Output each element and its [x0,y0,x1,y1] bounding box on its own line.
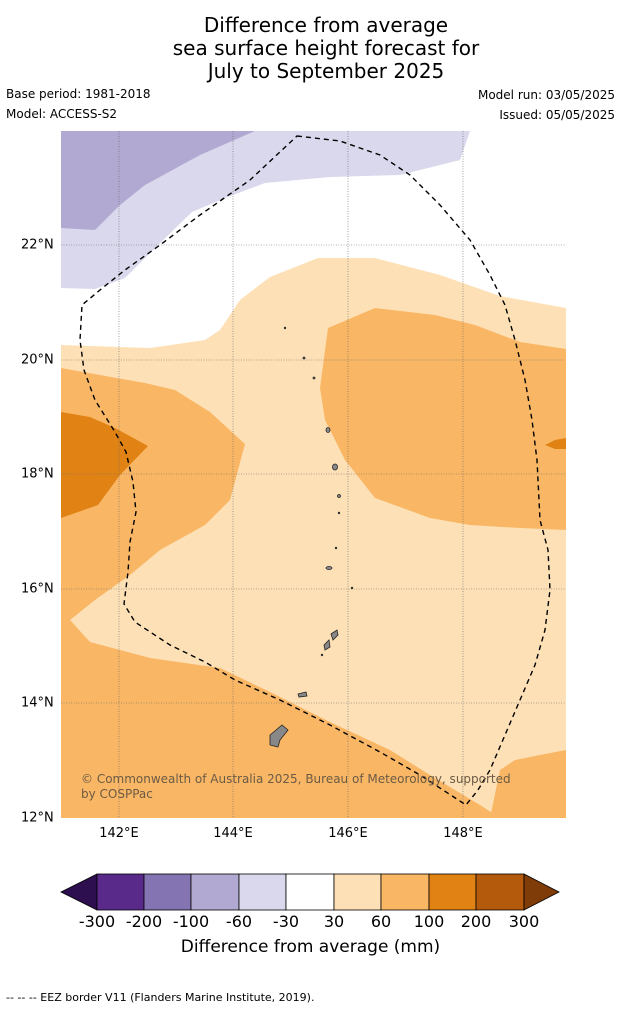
colorbar-swatch-3 [190,873,240,911]
contour-100-200-east [545,438,566,449]
island-small-2 [337,511,341,515]
base-period: Base period: 1981-2018 [6,87,151,101]
colorbar-swatch-2 [143,873,192,911]
colorbar-label: -300 [78,912,116,931]
x-tick-144e: 144°E [213,826,253,841]
contour-100-200-west [61,412,148,518]
colorbar-label: 200 [460,912,492,931]
y-tick-12n: 12°N [21,810,54,826]
colorbar-swatch-7 [380,873,430,911]
colorbar-label: 60 [370,912,392,931]
model-run: Model run: 03/05/2025 [477,88,615,102]
contour-60-100-southeast [490,750,566,818]
island-anatahan [325,566,333,570]
chart-title: Difference from average sea surface heig… [0,14,621,83]
island-guam [269,724,289,748]
y-tick-18n: 18°N [21,466,54,482]
title-line-1: Difference from average [203,13,449,37]
eez-legend-note: -- -- -- EEZ border V11 (Flanders Marine… [6,991,315,1004]
island-small-1 [334,546,338,550]
issued-date: Issued: 05/05/2025 [499,108,615,122]
y-tick-14n: 14°N [21,695,54,711]
y-tick-16n: 16°N [21,581,54,597]
island-tinian [323,639,331,651]
colorbar-swatch-8 [428,873,477,911]
island-north [283,326,287,330]
island-small-4 [320,653,324,657]
model-name: Model: ACCESS-S2 [6,107,118,121]
contour-60-100-west [61,368,500,818]
colorbar-label: -30 [272,912,300,931]
colorbar-label: 100 [413,912,445,931]
y-tick-22n: 22°N [21,237,54,253]
island-pagan [337,494,341,498]
title-line-3: July to September 2025 [207,59,445,83]
island-asuncion [325,427,331,433]
colorbar-swatch-6 [333,873,382,911]
title-line-2: sea surface height forecast for [172,36,480,60]
colorbar-swatch-min [60,873,98,911]
colorbar-swatch-1 [96,873,145,911]
island-small-3 [350,586,354,590]
x-tick-142e: 142°E [99,826,139,841]
colorbar-label: 30 [323,912,345,931]
islands [269,326,354,748]
island-uracas [302,356,306,360]
contour-60-100-east [320,308,566,530]
colorbar-swatch-5 [285,873,335,911]
island-saipan [330,629,339,641]
island-agrihan [332,463,338,471]
colorbar-label: -100 [172,912,210,931]
contour-neg100 [61,131,255,230]
graticule [61,131,566,818]
colorbar-swatch-9 [475,873,525,911]
x-tick-148e: 148°E [443,826,483,841]
copyright-notice: © Commonwealth of Australia 2025, Bureau… [81,772,511,801]
island-maug [312,376,316,380]
colorbar-swatch-max [523,873,560,911]
colorbar-title: Difference from average (mm) [180,937,441,957]
x-tick-146e: 146°E [328,826,368,841]
colorbar-label: 300 [508,912,540,931]
colorbar-swatch-4 [238,873,287,911]
y-tick-20n: 20°N [21,352,54,368]
colorbar-label: -60 [225,912,253,931]
colorbar-label: -200 [125,912,163,931]
island-rota [297,691,308,698]
eez-border [79,135,551,806]
